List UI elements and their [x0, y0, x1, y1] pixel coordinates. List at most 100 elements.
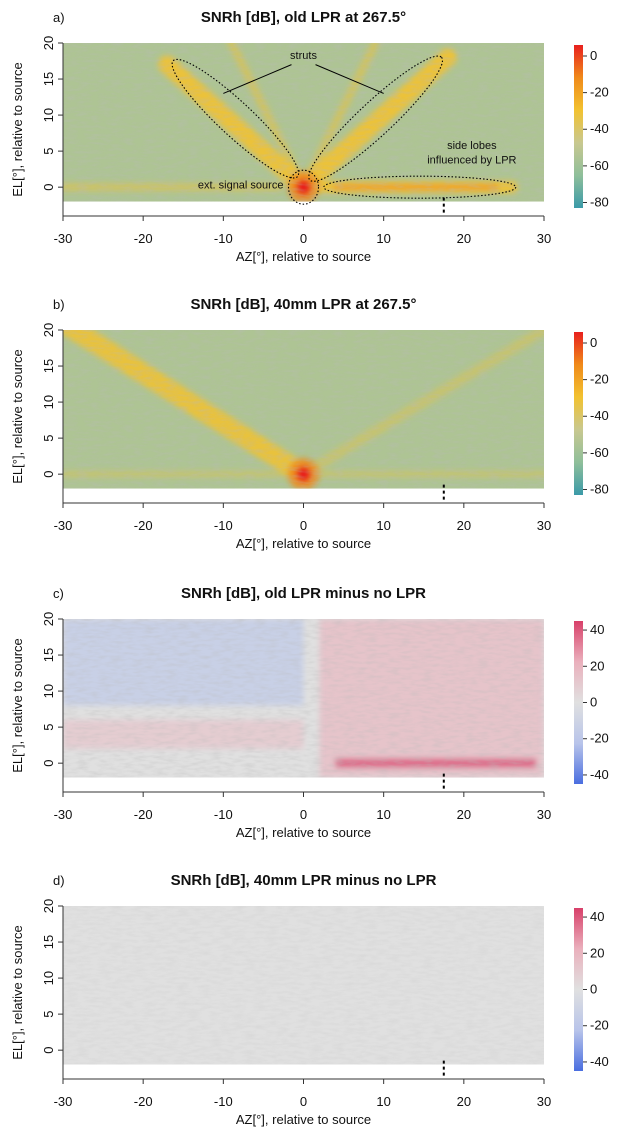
y-tick-label: 0: [41, 1047, 56, 1054]
colorbar-tick-label: -40: [590, 1054, 609, 1069]
panel: -30 -20 -10 0 10 20 30 0 5 10 15 20 AZ[°], relative …: [10, 296, 609, 551]
colorbar-tick-label: -20: [590, 731, 609, 746]
y-tick-label: 10: [41, 971, 56, 985]
x-tick-label: 30: [537, 518, 551, 533]
colorbar-tick-label: -20: [590, 372, 609, 387]
chart-title: SNRh [dB], 40mm LPR minus no LPR: [171, 872, 437, 889]
x-tick-label: -10: [214, 231, 233, 246]
x-tick-label: 20: [457, 807, 471, 822]
x-tick-label: 30: [537, 1094, 551, 1109]
y-axis-label: EL[°], relative to source: [10, 638, 25, 773]
x-tick-label: -20: [134, 231, 153, 246]
y-tick-label: 10: [41, 108, 56, 122]
y-tick-label: 5: [41, 724, 56, 731]
x-tick-label: 0: [300, 518, 307, 533]
y-axis-label: EL[°], relative to source: [10, 349, 25, 484]
y-axis-label: EL[°], relative to source: [10, 62, 25, 197]
x-tick-label: -30: [54, 1094, 73, 1109]
y-tick-label: 5: [41, 148, 56, 155]
colorbar-tick-label: -40: [590, 121, 609, 136]
colorbar-tick-label: -60: [590, 158, 609, 173]
texture: [63, 619, 544, 778]
x-tick-label: 10: [376, 518, 390, 533]
annotation-ellipse: [287, 169, 320, 205]
colorbar: [574, 908, 583, 1071]
y-tick-label: 20: [41, 612, 56, 626]
heatmap: [63, 43, 544, 202]
colorbar-tick-label: 40: [590, 909, 604, 924]
heatmap: [63, 619, 544, 778]
x-tick-label: -20: [134, 807, 153, 822]
y-tick-label: 5: [41, 1011, 56, 1018]
annotation-ellipse: [171, 58, 300, 179]
annotation-ellipse: [308, 55, 444, 182]
colorbar-tick-label: -20: [590, 85, 609, 100]
x-tick-label: -20: [134, 518, 153, 533]
x-tick-label: 20: [457, 231, 471, 246]
y-tick-label: 15: [41, 935, 56, 949]
x-tick-label: -20: [134, 1094, 153, 1109]
y-tick-label: 15: [41, 72, 56, 86]
heatmap: [63, 330, 544, 489]
annotation-line: [223, 64, 292, 94]
x-tick-label: -10: [214, 807, 233, 822]
chart-title: SNRh [dB], 40mm LPR at 267.5°: [190, 296, 416, 313]
annotation: side lobes: [447, 140, 497, 152]
y-axis-label: EL[°], relative to source: [10, 925, 25, 1060]
colorbar-tick-label: -40: [590, 408, 609, 423]
colorbar-tick-label: 0: [590, 48, 597, 63]
colorbar: [574, 45, 583, 208]
y-tick-label: 5: [41, 435, 56, 442]
colorbar: [574, 621, 583, 784]
y-tick-label: 10: [41, 684, 56, 698]
x-tick-label: -30: [54, 231, 73, 246]
colorbar-tick-label: 0: [590, 982, 597, 997]
x-axis-label: AZ[°], relative to source: [236, 825, 371, 840]
y-tick-label: 15: [41, 359, 56, 373]
y-tick-label: 0: [41, 760, 56, 767]
panel-label: b): [53, 297, 65, 312]
panel: -30 -20 -10 0 10 20 30 0 5 10 15 20 AZ[°], relative …: [10, 9, 609, 264]
chart-title: SNRh [dB], old LPR minus no LPR: [181, 585, 426, 602]
colorbar: [574, 332, 583, 495]
y-tick-label: 15: [41, 648, 56, 662]
texture: [63, 43, 544, 202]
panel-label: a): [53, 10, 65, 25]
x-tick-label: 30: [537, 807, 551, 822]
y-tick-label: 20: [41, 899, 56, 913]
x-tick-label: -30: [54, 807, 73, 822]
x-tick-label: 10: [376, 231, 390, 246]
colorbar-tick-label: 40: [590, 622, 604, 637]
colorbar-tick-label: -80: [590, 482, 609, 497]
colorbar-tick-label: -60: [590, 445, 609, 460]
chart-title: SNRh [dB], old LPR at 267.5°: [201, 9, 406, 26]
x-tick-label: 20: [457, 518, 471, 533]
x-tick-label: 0: [300, 231, 307, 246]
panel: -30 -20 -10 0 10 20 30 0 5 10 15 20 AZ[°], relative …: [10, 585, 609, 840]
annotation: struts: [290, 50, 317, 62]
x-tick-label: 10: [376, 807, 390, 822]
x-tick-label: -10: [214, 518, 233, 533]
panel: -30 -20 -10 0 10 20 30 0 5 10 15 20 AZ[°], relative …: [10, 872, 609, 1127]
y-tick-label: 20: [41, 323, 56, 337]
colorbar-tick-label: -80: [590, 195, 609, 210]
y-tick-label: 10: [41, 395, 56, 409]
heatmap: [63, 906, 544, 1065]
x-axis-label: AZ[°], relative to source: [236, 1112, 371, 1127]
y-tick-label: 0: [41, 184, 56, 191]
annotation-line: [315, 64, 384, 94]
panel-label: d): [53, 873, 65, 888]
texture: [63, 906, 544, 1065]
colorbar-tick-label: 20: [590, 945, 604, 960]
colorbar-tick-label: -40: [590, 767, 609, 782]
x-axis-label: AZ[°], relative to source: [236, 249, 371, 264]
x-tick-label: 0: [300, 1094, 307, 1109]
colorbar-tick-label: 0: [590, 695, 597, 710]
annotation: ext. signal source: [198, 180, 284, 192]
panel-label: c): [53, 586, 64, 601]
y-tick-label: 0: [41, 471, 56, 478]
x-tick-label: -30: [54, 518, 73, 533]
x-tick-label: 30: [537, 231, 551, 246]
colorbar-tick-label: -20: [590, 1018, 609, 1033]
